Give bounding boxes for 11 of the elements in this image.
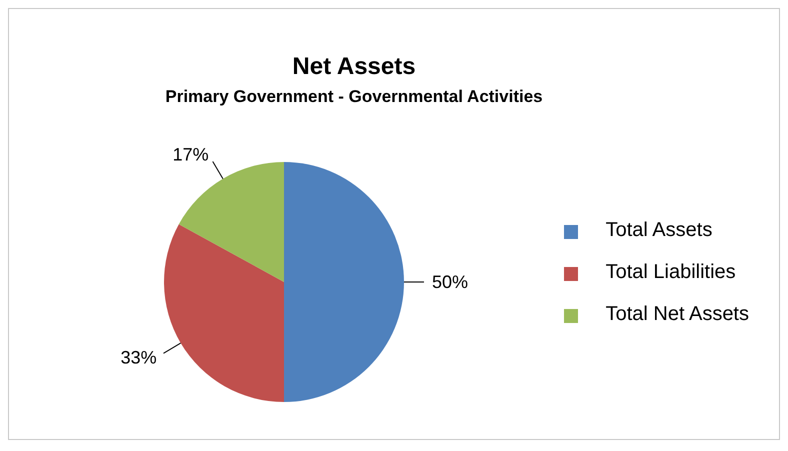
legend-label: Total Liabilities	[606, 261, 736, 283]
chart-title: Net Assets	[291, 53, 417, 81]
pie-slice	[284, 162, 404, 402]
legend-label: Total Assets	[606, 219, 712, 241]
legend-label: Total Net Assets	[606, 303, 749, 325]
pie-slice	[164, 224, 284, 402]
data-label: 17%	[172, 144, 209, 165]
data-label: 50%	[432, 272, 468, 292]
chart-subtitle: Primary Government - Governmental Activities	[164, 87, 544, 107]
pie-slice	[178, 162, 284, 282]
data-label: 33%	[120, 347, 157, 368]
